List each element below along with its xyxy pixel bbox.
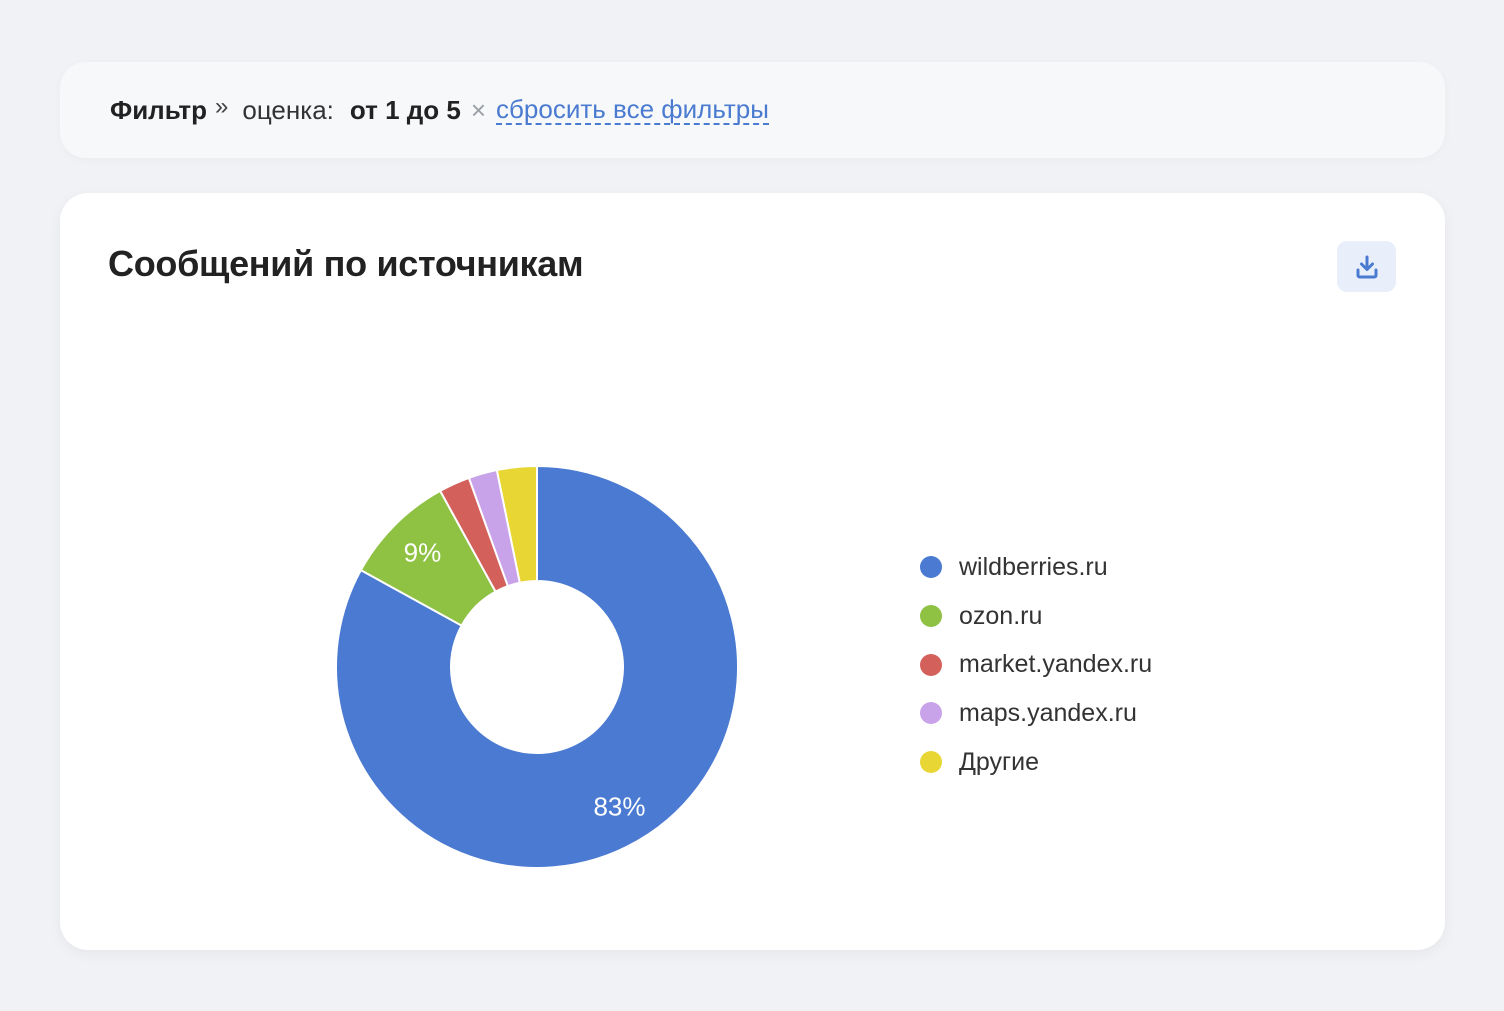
legend-label: maps.yandex.ru	[959, 698, 1137, 727]
download-button[interactable]	[1337, 241, 1396, 292]
legend-label: market.yandex.ru	[959, 650, 1153, 679]
reset-filters-link[interactable]: сбросить все фильтры	[496, 93, 769, 126]
legend-item[interactable]: maps.yandex.ru	[920, 689, 1152, 738]
chart-card: Сообщений по источникам 83% 9% wildberrie…	[60, 193, 1445, 950]
filter-value: от 1 до 5	[349, 94, 461, 125]
legend-marker	[920, 653, 942, 676]
legend-item[interactable]: market.yandex.ru	[920, 640, 1152, 689]
legend-item[interactable]: Другие	[920, 738, 1152, 787]
slice-data-label: 9%	[404, 537, 442, 567]
filter-key: оценка:	[242, 94, 334, 125]
legend-marker	[920, 702, 942, 725]
legend-marker	[920, 605, 942, 628]
filter-bar: Фильтр » оценка: от 1 до 5 × сбросить вс…	[60, 62, 1445, 158]
legend-label: Другие	[959, 747, 1040, 776]
slice-data-label: 83%	[593, 791, 645, 821]
legend-item[interactable]: ozon.ru	[920, 592, 1152, 641]
slice-wildberries-ru[interactable]	[335, 464, 739, 869]
chart-title: Сообщений по источникам	[108, 243, 584, 284]
slice-другие[interactable]	[495, 464, 538, 584]
chart-legend: wildberries.ru ozon.ru market.yandex.ru map…	[920, 543, 1152, 786]
filter-arrow: »	[215, 93, 229, 120]
legend-marker	[920, 556, 942, 579]
legend-item[interactable]: wildberries.ru	[920, 543, 1152, 592]
legend-marker	[920, 751, 942, 774]
download-icon	[1356, 255, 1377, 278]
legend-label: wildberries.ru	[959, 552, 1108, 581]
donut-chart: 83% 9%	[335, 464, 739, 869]
legend-label: ozon.ru	[959, 601, 1043, 630]
filter-label: Фильтр	[110, 94, 208, 125]
remove-filter-icon[interactable]: ×	[470, 94, 487, 125]
